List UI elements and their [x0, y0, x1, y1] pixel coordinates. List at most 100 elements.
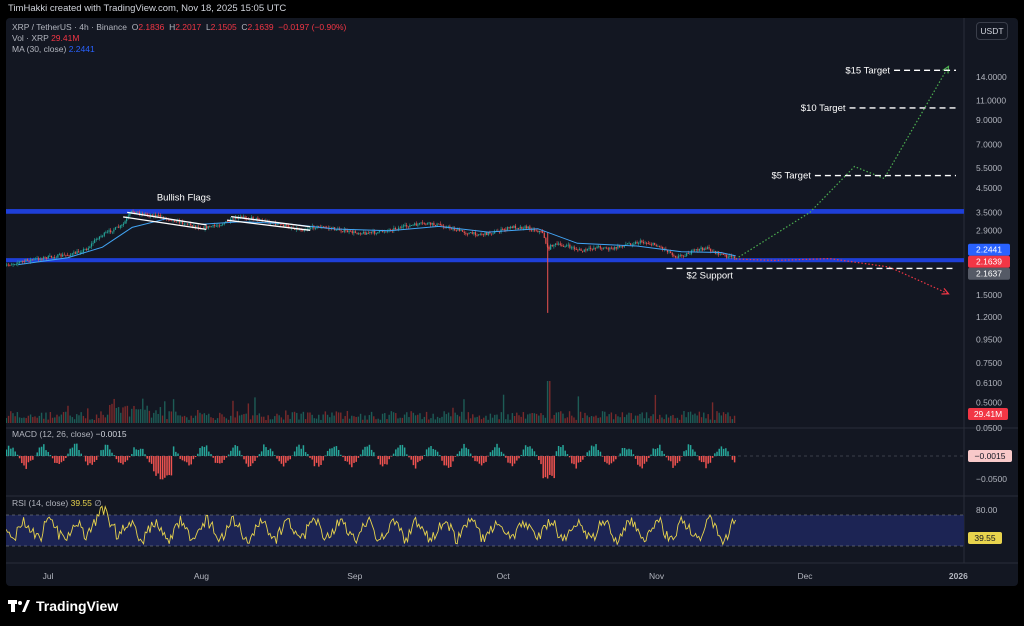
- macd-tick-label: 0.0500: [976, 423, 1002, 433]
- volume-bar: [14, 416, 16, 423]
- volume-bar: [423, 416, 426, 423]
- volume-bar: [280, 417, 283, 423]
- volume-bar: [601, 411, 604, 423]
- candle-body: [228, 221, 230, 223]
- volume-bar: [89, 419, 91, 423]
- macd-bar: [287, 456, 289, 461]
- volume-bar: [395, 413, 397, 423]
- candle-body: [388, 229, 390, 231]
- candle-body: [154, 214, 157, 217]
- macd-bar: [483, 456, 485, 464]
- volume-bar: [276, 413, 278, 423]
- candle-body: [218, 225, 221, 227]
- macd-bar: [628, 448, 630, 456]
- candle-body: [97, 238, 99, 240]
- price-chip-2: 2.1639: [976, 257, 1002, 267]
- volume-bar: [564, 418, 566, 423]
- volume-bar: [269, 419, 272, 423]
- volume-bar: [663, 419, 665, 423]
- volume-bar: [29, 414, 32, 423]
- chart-canvas[interactable]: 14.0000 11.0000 9.0000 7.0000 5.5000 4.5000 3.…: [6, 18, 1018, 586]
- candle-body: [74, 252, 77, 254]
- volume-bar: [491, 417, 494, 423]
- macd-bar: [366, 446, 368, 456]
- macd-bar: [333, 446, 335, 456]
- macd-bar: [535, 454, 538, 456]
- volume-bar: [27, 415, 30, 423]
- candle-body: [562, 246, 565, 247]
- macd-bar: [340, 454, 342, 456]
- volume-bar: [43, 418, 45, 423]
- candle-body: [127, 215, 129, 219]
- candle-body: [574, 247, 576, 250]
- volume-bar: [340, 412, 342, 423]
- volume-bar: [579, 411, 582, 423]
- candle-body: [33, 258, 35, 260]
- candle-body: [570, 247, 573, 249]
- volume-bar: [390, 411, 393, 423]
- credit-text: TimHakki created with TradingView.com, N…: [8, 3, 287, 14]
- chart-frame[interactable]: 14.0000 11.0000 9.0000 7.0000 5.5000 4.5000 3.…: [6, 18, 1018, 586]
- volume-bar: [634, 415, 637, 423]
- candle-body: [182, 220, 184, 224]
- macd-bar: [725, 448, 727, 456]
- candle-body: [524, 226, 526, 229]
- volume-bar: [256, 415, 258, 423]
- candle-body: [159, 214, 161, 218]
- volume-bar: [549, 381, 551, 423]
- volume-bar: [659, 414, 661, 423]
- target-label-2: $10 Target: [801, 103, 846, 114]
- candle-body: [553, 245, 555, 247]
- volume-bar: [685, 417, 687, 423]
- volume-bar: [496, 414, 498, 423]
- macd-bar: [560, 447, 562, 456]
- volume-bar: [698, 411, 701, 423]
- volume-bar: [586, 415, 588, 423]
- macd-bar: [491, 450, 494, 456]
- volume-bar: [364, 415, 366, 423]
- candle-body: [52, 257, 54, 258]
- volume-bar: [139, 409, 142, 423]
- macd-bar: [170, 456, 173, 476]
- macd-bar: [692, 449, 694, 456]
- macd-bar: [205, 445, 208, 456]
- macd-bar: [544, 456, 547, 478]
- candle-body: [366, 232, 368, 235]
- candle-body: [84, 249, 86, 250]
- candle-body: [44, 257, 46, 259]
- macd-bar: [313, 456, 316, 467]
- volume-bar: [133, 405, 135, 423]
- volume-bar: [401, 417, 404, 423]
- macd-bar: [293, 451, 296, 456]
- bullish-projection-path-arrowhead: [942, 65, 950, 74]
- macd-bar: [150, 456, 153, 464]
- volume-bar: [344, 416, 346, 423]
- candle-body: [538, 230, 541, 233]
- macd-bar: [45, 450, 47, 456]
- volume-bar: [49, 411, 52, 423]
- volume-bar: [106, 414, 109, 423]
- candle-body: [374, 230, 376, 234]
- candle-body: [314, 228, 317, 229]
- candle-body: [721, 253, 723, 255]
- volume-bar: [408, 417, 410, 423]
- candle-body: [426, 223, 429, 225]
- candle-body: [636, 241, 638, 244]
- volume-bar: [626, 414, 628, 423]
- candle-body: [191, 225, 193, 227]
- candle-body: [377, 232, 379, 234]
- macd-bar: [258, 454, 261, 456]
- macd-chip-bg: [968, 450, 1012, 462]
- macd-bar: [645, 456, 648, 462]
- candle-body: [708, 247, 710, 249]
- macd-bar: [549, 456, 551, 475]
- price-chip-bg-2: [968, 255, 1010, 268]
- candle-body: [121, 225, 123, 226]
- volume-bar: [373, 416, 375, 423]
- volume-bar: [34, 416, 36, 423]
- candle-body: [79, 252, 81, 254]
- candle-body: [705, 248, 707, 250]
- currency-button[interactable]: USDT: [976, 22, 1008, 40]
- macd-bar: [623, 447, 626, 456]
- bullish-flags-label: Bullish Flags: [157, 193, 211, 204]
